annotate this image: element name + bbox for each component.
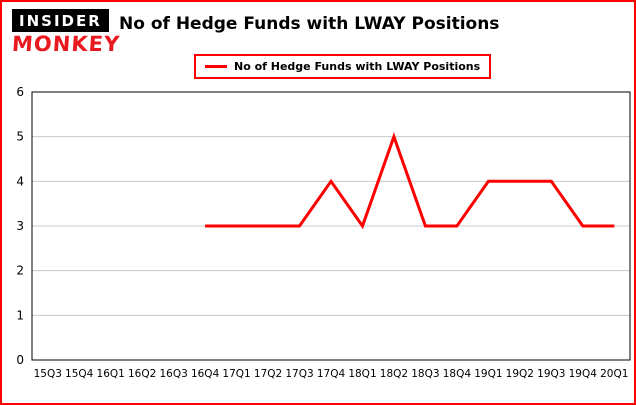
plot-border [31, 91, 631, 361]
x-axis-tick-label: 20Q1 [600, 368, 628, 380]
y-axis-tick-label: 1 [16, 308, 24, 322]
x-axis-tick-label: 19Q3 [537, 368, 565, 380]
x-axis-tick-label: 16Q2 [128, 368, 156, 380]
x-axis-tick-label: 17Q2 [254, 368, 282, 380]
x-axis-tick-label: 16Q3 [159, 368, 187, 380]
x-axis-tick-label: 16Q1 [97, 368, 125, 380]
legend-label: No of Hedge Funds with LWAY Positions [234, 60, 481, 73]
header: INSIDER MONKEY No of Hedge Funds with LW… [2, 2, 634, 82]
x-axis-tick-label: 18Q1 [348, 368, 376, 380]
insider-monkey-logo: INSIDER MONKEY [11, 9, 122, 56]
x-axis-tick-label: 15Q4 [65, 368, 94, 380]
x-axis-tick-label: 18Q4 [443, 368, 472, 380]
chart-title: No of Hedge Funds with LWAY Positions [119, 14, 500, 34]
legend: No of Hedge Funds with LWAY Positions [194, 54, 492, 79]
legend-line-marker [205, 65, 227, 68]
y-axis-tick-label: 6 [16, 85, 24, 99]
x-axis-tick-label: 18Q2 [380, 368, 408, 380]
y-axis-tick-label: 2 [16, 264, 24, 278]
x-axis-tick-label: 16Q4 [191, 368, 220, 380]
x-axis-tick-label: 18Q3 [411, 368, 439, 380]
y-axis-tick-label: 3 [16, 219, 24, 233]
y-axis-tick-label: 5 [16, 130, 24, 144]
x-axis-tick-label: 17Q1 [222, 368, 250, 380]
y-axis-tick-label: 0 [16, 353, 24, 367]
x-axis-tick-label: 19Q4 [569, 368, 598, 380]
x-axis-tick-label: 19Q1 [474, 368, 502, 380]
x-axis-tick-label: 15Q3 [34, 368, 62, 380]
logo-monkey-text: MONKEY [11, 32, 121, 56]
x-axis-tick-label: 17Q4 [317, 368, 346, 380]
x-axis-tick-label: 17Q3 [285, 368, 313, 380]
logo-insider-text: INSIDER [12, 9, 109, 32]
series-line [205, 132, 615, 230]
x-axis-tick-label: 19Q2 [506, 368, 534, 380]
y-axis-tick-label: 4 [16, 174, 24, 188]
